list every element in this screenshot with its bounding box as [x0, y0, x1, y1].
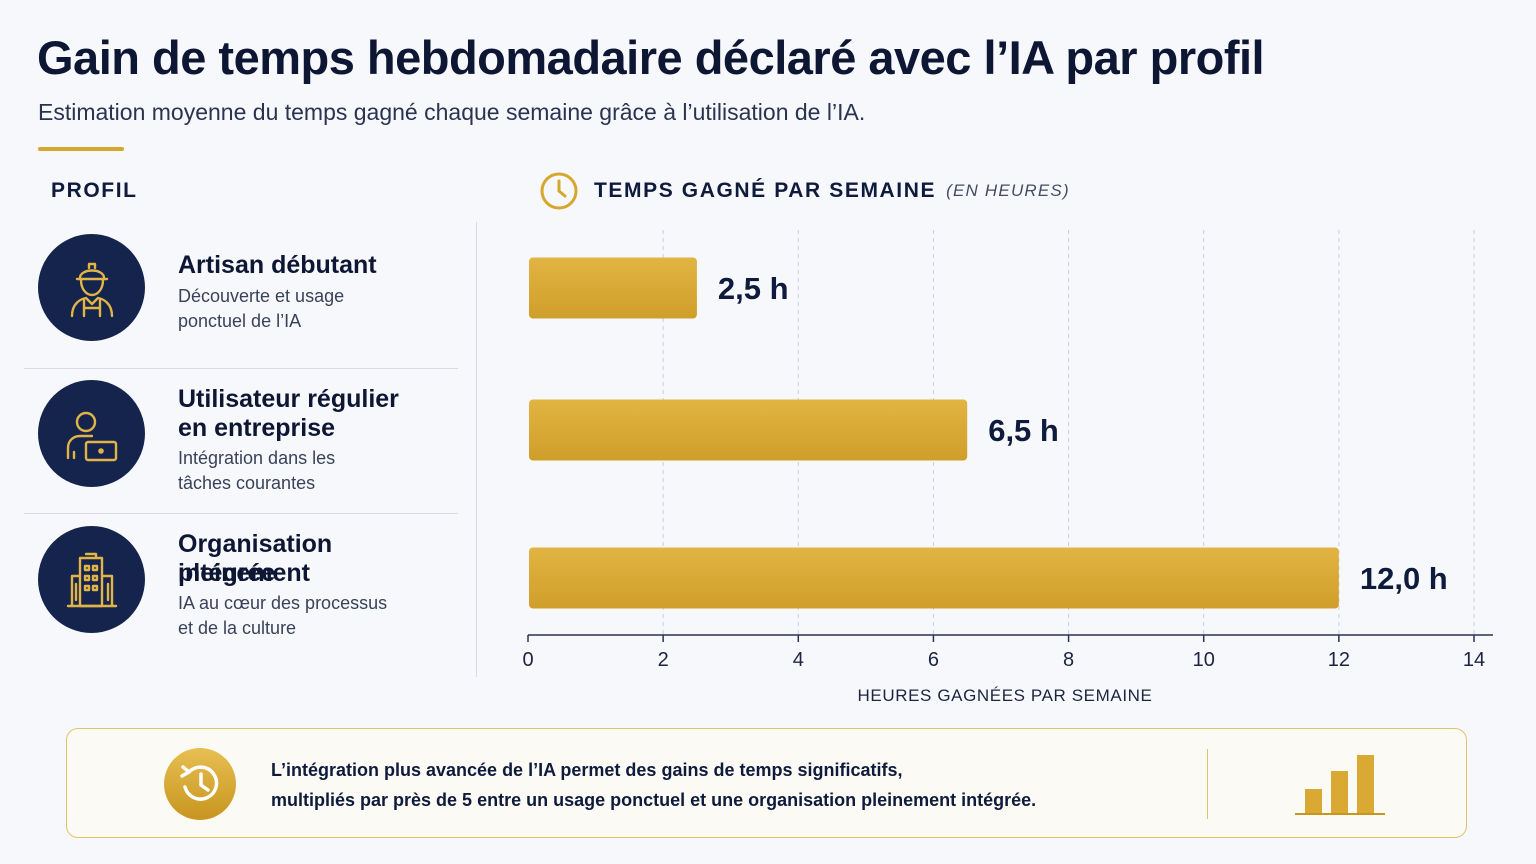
profile-desc-line2: et de la culture	[178, 618, 297, 638]
bar	[529, 399, 968, 461]
chart-header-label: TEMPS GAGNÉ PAR SEMAINE	[594, 179, 937, 202]
clock-icon	[540, 172, 578, 210]
bar-chart-icon	[1295, 755, 1385, 815]
x-tick-label: 12	[1328, 649, 1350, 671]
x-tick-label: 10	[1193, 649, 1215, 671]
x-tick-label: 4	[793, 649, 804, 671]
callout-divider	[1207, 749, 1208, 819]
x-tick-label: 2	[658, 649, 669, 671]
profile-column-header: PROFIL	[51, 179, 138, 202]
page-title: Gain de temps hebdomadaire déclaré avec …	[37, 31, 1265, 84]
profile-row-regular-user: Utilisateur régulier en entreprise Intég…	[24, 369, 458, 514]
bar	[529, 257, 697, 319]
column-divider	[476, 222, 477, 677]
accent-divider	[38, 147, 124, 151]
chart-header: TEMPS GAGNÉ PAR SEMAINE (EN HEURES)	[538, 170, 1070, 212]
x-tick-label: 8	[1063, 649, 1074, 671]
bar-value-label: 6,5 h	[988, 413, 1059, 448]
avatar	[38, 234, 145, 341]
profile-desc-line2: ponctuel de l’IA	[178, 311, 302, 331]
laptop-user-icon	[66, 411, 117, 461]
avatar	[38, 380, 145, 487]
profile-name-line1: Utilisateur régulier	[178, 385, 399, 413]
bar-value-label: 2,5 h	[718, 271, 789, 306]
profile-row-artisan: Artisan débutant Découverte et usage pon…	[24, 224, 458, 369]
profile-row-organisation: Organisation pleinement intégrée IA au c…	[24, 514, 458, 659]
profile-desc-line1: Intégration dans les	[178, 448, 336, 468]
time-history-icon	[164, 748, 236, 820]
profile-desc-line1: IA au cœur des processus	[178, 593, 388, 613]
insight-callout: L’intégration plus avancée de l’IA perme…	[66, 728, 1467, 838]
profile-name: Artisan débutant	[178, 251, 377, 279]
x-tick-label: 14	[1463, 649, 1485, 671]
profile-desc-line2: tâches courantes	[178, 473, 316, 493]
bar	[529, 547, 1339, 609]
worker-icon	[70, 262, 113, 317]
x-tick-label: 0	[522, 649, 533, 671]
profile-name-line1: Organisation pleinement	[178, 530, 333, 587]
chart-header-unit: (EN HEURES)	[946, 181, 1070, 200]
profile-name-line2: intégrée	[178, 559, 276, 587]
callout-line1: L’intégration plus avancée de l’IA perme…	[271, 760, 903, 780]
profile-desc-line1: Découverte et usage	[178, 286, 345, 306]
callout-line2: multipliés par près de 5 entre un usage …	[271, 790, 1037, 810]
avatar	[38, 526, 145, 633]
callout-text: L’intégration plus avancée de l’IA perme…	[271, 755, 1036, 815]
profile-list: Artisan débutant Découverte et usage pon…	[24, 224, 458, 659]
building-icon	[66, 552, 117, 607]
bar-value-label: 12,0 h	[1360, 561, 1448, 596]
bar-chart: 2,5 h 6,5 h 12,0 h 0 2 4 6 8 10 12 14 HEURES GAGNÉE…	[522, 230, 1493, 705]
x-axis-label: HEURES GAGNÉES PAR SEMAINE	[858, 686, 1153, 705]
profile-name-line2: en entreprise	[178, 414, 336, 442]
page-subtitle: Estimation moyenne du temps gagné chaque…	[38, 99, 866, 125]
x-tick-label: 6	[928, 649, 939, 671]
